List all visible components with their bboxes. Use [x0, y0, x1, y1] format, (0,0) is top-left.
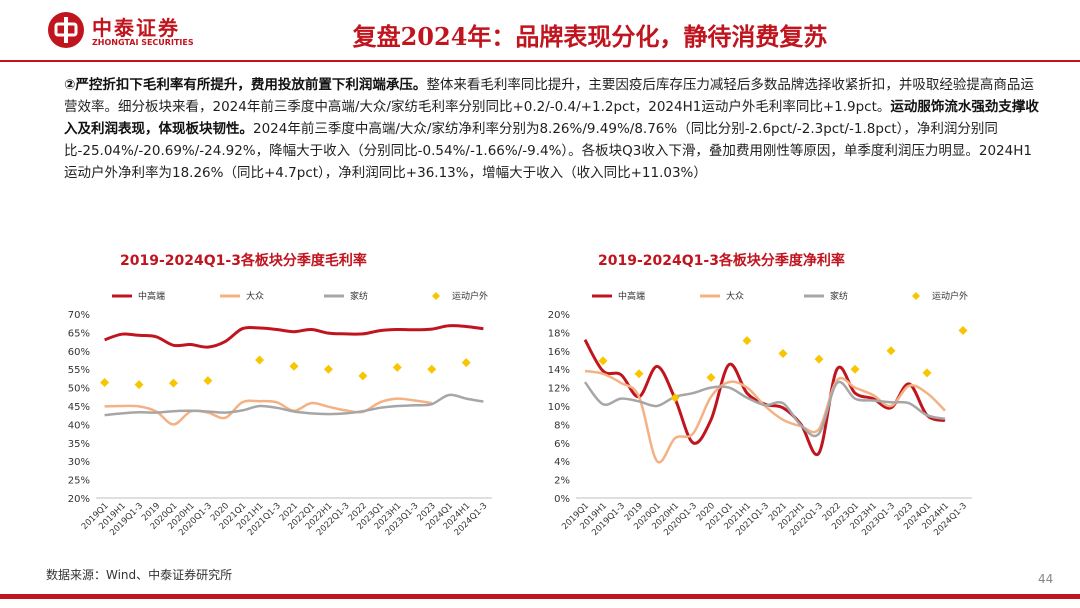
y-tick-label: 14%	[548, 365, 570, 376]
data-point-运动户外	[850, 364, 860, 374]
y-tick-label: 10%	[548, 402, 570, 413]
y-tick-label: 20%	[68, 494, 90, 505]
y-tick-label: 45%	[68, 402, 90, 413]
legend-label-1: 大众	[246, 290, 264, 302]
series-line-中高端	[104, 324, 484, 349]
data-point-运动户外	[886, 346, 896, 356]
y-tick-label: 4%	[554, 457, 570, 468]
legend-label-2: 家纺	[350, 290, 368, 302]
page-number: 44	[1038, 572, 1054, 586]
chart-title-gross: 2019-2024Q1-3各板块分季度毛利率	[120, 253, 367, 269]
body-bold-2: 运动服饰流水强劲支撑收入及利润表现，体现板块韧性。	[64, 99, 1039, 137]
data-point-运动户外	[323, 364, 333, 374]
logo-cn-text: 中泰证券	[92, 16, 180, 40]
brand-logo: 中泰证券 ZHONGTAI SECURITIES	[48, 12, 208, 52]
y-tick-label: 6%	[554, 439, 570, 450]
legend-label-1: 大众	[726, 290, 744, 302]
legend-marker-3	[432, 292, 440, 300]
data-point-运动户外	[392, 362, 402, 372]
y-tick-label: 30%	[68, 457, 90, 468]
y-tick-label: 55%	[68, 365, 90, 376]
data-point-运动户外	[203, 376, 213, 386]
data-point-运动户外	[778, 349, 788, 359]
data-point-运动户外	[670, 393, 680, 403]
logo-en-text: ZHONGTAI SECURITIES	[92, 38, 194, 47]
footer-bar	[0, 594, 1080, 599]
data-point-运动户外	[289, 361, 299, 371]
y-tick-label: 0%	[554, 494, 570, 505]
y-tick-label: 35%	[68, 439, 90, 450]
data-point-运动户外	[134, 380, 144, 390]
data-point-运动户外	[814, 354, 824, 364]
y-tick-label: 65%	[68, 328, 90, 339]
y-tick-label: 12%	[548, 384, 570, 395]
legend-label-3: 运动户外	[932, 290, 968, 302]
data-point-运动户外	[358, 371, 368, 381]
page-title: 复盘2024年：品牌表现分化，静待消费复苏	[352, 22, 828, 51]
data-point-运动户外	[255, 355, 265, 365]
net-margin-chart: 中高端 大众 家纺 运动户外0%2%4%6%8%10%12%14%16%18%20%2…	[548, 290, 972, 538]
y-tick-label: 8%	[554, 420, 570, 431]
logo-mark-icon	[48, 12, 84, 48]
legend-label-3: 运动户外	[452, 290, 488, 302]
data-point-运动户外	[706, 372, 716, 382]
y-tick-label: 60%	[68, 347, 90, 358]
body-bold-1: ②严控折扣下毛利率有所提升，费用投放前置下利润端承压。	[64, 77, 427, 93]
body-paragraph: ②严控折扣下毛利率有所提升，费用投放前置下利润端承压。整体来看毛利率同比提升，主…	[64, 74, 1040, 184]
chart-title-net: 2019-2024Q1-3各板块分季度净利率	[598, 253, 845, 269]
y-tick-label: 16%	[548, 347, 570, 358]
y-tick-label: 40%	[68, 420, 90, 431]
header: 中泰证券 ZHONGTAI SECURITIES 复盘2024年：品牌表现分化，…	[0, 0, 1080, 64]
y-tick-label: 25%	[68, 476, 90, 487]
series-line-家纺	[584, 380, 946, 438]
legend-label-0: 中高端	[618, 290, 645, 302]
body-text-2: 2024年前三季度中高端/大众/家纺净利率分别为8.26%/9.49%/8.76…	[64, 121, 1032, 181]
data-point-运动户外	[922, 368, 932, 378]
data-point-运动户外	[742, 336, 752, 346]
legend-label-2: 家纺	[830, 290, 848, 302]
y-tick-label: 20%	[548, 310, 570, 321]
series-line-大众	[584, 369, 946, 464]
data-point-运动户外	[598, 356, 608, 366]
data-point-运动户外	[427, 364, 437, 374]
body-text-1: 整体来看毛利率同比提升，主要因疫后库存压力减轻后多数品牌选择收紧折扣，并吸取经验…	[64, 77, 1034, 115]
gross-margin-chart: 中高端 大众 家纺 运动户外 20% 25% 30% 35% 40% 45% 50% 55% 60% 65…	[68, 290, 492, 538]
y-tick-label: 50%	[68, 384, 90, 395]
y-tick-label: 18%	[548, 328, 570, 339]
series-line-家纺	[104, 393, 484, 417]
data-point-运动户外	[168, 378, 178, 388]
y-tick-label: 70%	[68, 310, 90, 321]
data-point-运动户外	[634, 369, 644, 379]
header-divider	[0, 60, 1080, 62]
y-tick-label: 2%	[554, 476, 570, 487]
data-point-运动户外	[958, 326, 968, 336]
data-point-运动户外	[100, 377, 110, 387]
data-source: 数据来源：Wind、中泰证券研究所	[46, 568, 233, 582]
legend-marker-3	[912, 292, 920, 300]
data-point-运动户外	[461, 358, 471, 368]
legend-label-0: 中高端	[138, 290, 165, 302]
